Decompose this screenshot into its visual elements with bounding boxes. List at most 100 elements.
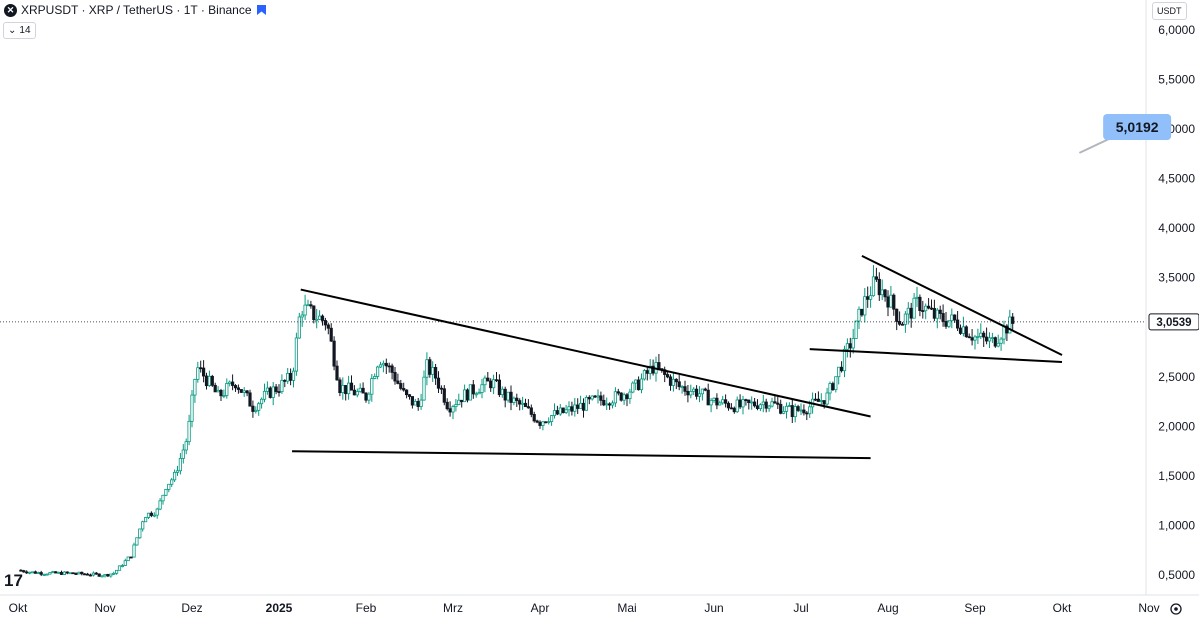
- candle-body: [732, 407, 736, 413]
- candle-body: [741, 399, 745, 408]
- candle-body: [277, 391, 281, 393]
- candle-body: [758, 404, 763, 409]
- candle-body: [938, 309, 942, 314]
- candle-body: [361, 387, 365, 394]
- target-price-box[interactable]: [1103, 114, 1172, 141]
- candle-body: [25, 571, 29, 574]
- candle-body: [228, 381, 232, 384]
- candle-body: [535, 420, 539, 423]
- candle-body: [958, 327, 963, 334]
- candle-body: [222, 395, 226, 397]
- candle-body: [364, 392, 368, 401]
- candle-body: [744, 399, 748, 402]
- candle-body: [947, 320, 951, 327]
- candle-body: [529, 407, 533, 415]
- candle-body: [367, 393, 371, 401]
- candle-body: [915, 296, 919, 299]
- candle-body: [312, 305, 316, 321]
- price-tick-label: 6,0000: [1158, 23, 1195, 37]
- candle-body: [692, 388, 696, 392]
- candle-body: [541, 421, 545, 426]
- candle-body: [381, 362, 386, 366]
- candle-body: [709, 399, 713, 406]
- candle-body: [671, 378, 676, 386]
- candle-body: [407, 394, 412, 397]
- time-tick-label: Mai: [617, 601, 636, 615]
- time-tick-label: Sep: [964, 601, 986, 615]
- currency-label[interactable]: USDT: [1152, 2, 1187, 20]
- candle-body: [706, 389, 710, 406]
- upper-trend-line-1[interactable]: [300, 288, 871, 418]
- candle-body: [729, 407, 734, 410]
- candle-body: [489, 380, 493, 389]
- candle-body: [86, 573, 90, 576]
- candle-body: [666, 374, 670, 378]
- candle-body: [271, 386, 275, 398]
- candle-body: [262, 390, 267, 400]
- time-tick-label: Nov: [1138, 601, 1159, 615]
- candle-body: [317, 315, 322, 320]
- price-tick-label: 1,0000: [1158, 519, 1195, 533]
- candle-body: [103, 574, 107, 577]
- xrp-symbol-icon: ✕: [4, 3, 17, 17]
- candle-body: [927, 305, 931, 309]
- last-price-label: 3,0539: [1156, 317, 1191, 329]
- candle-body: [996, 342, 1000, 347]
- candle-body: [245, 390, 249, 394]
- candle-body: [428, 359, 432, 375]
- candle-body: [329, 327, 333, 342]
- candle-body: [564, 409, 568, 413]
- candle-body: [178, 457, 182, 472]
- candle-body: [465, 389, 470, 401]
- candle-body: [596, 395, 600, 398]
- flag-icon[interactable]: [256, 4, 267, 16]
- candle-body: [100, 575, 104, 578]
- candle-body: [532, 414, 536, 422]
- candle-body: [628, 391, 632, 400]
- candle-body: [97, 573, 101, 577]
- candle-body: [538, 421, 542, 426]
- candle-body: [695, 388, 699, 397]
- symbol-title[interactable]: XRPUSDT · XRP / TetherUS · 1T · Binance: [21, 3, 252, 17]
- candle-body: [338, 379, 342, 394]
- candle-body: [91, 572, 95, 576]
- chevron-down-icon[interactable]: ⌄: [8, 25, 17, 36]
- tradingview-logo[interactable]: 17: [4, 571, 23, 590]
- indicator-chip[interactable]: ⌄ 14: [3, 22, 36, 39]
- candle-body: [808, 406, 812, 415]
- candle-body: [196, 367, 200, 380]
- candle-body: [605, 403, 609, 406]
- candle-body: [251, 405, 255, 412]
- candle-body: [747, 399, 751, 404]
- candle-body: [433, 367, 438, 379]
- candle-body: [468, 384, 473, 401]
- candle-body: [869, 295, 873, 300]
- candle-body: [129, 556, 133, 559]
- candle-body: [378, 364, 383, 368]
- settings-icon[interactable]: [1168, 601, 1184, 617]
- candle-body: [683, 386, 687, 392]
- candle-body: [935, 309, 939, 319]
- candle-body: [941, 313, 945, 322]
- candle-body: [1005, 325, 1009, 334]
- price-tick-label: 4,0000: [1158, 221, 1195, 235]
- candle-body: [750, 401, 754, 404]
- candle-body: [149, 512, 153, 516]
- candle-body: [480, 384, 484, 393]
- candle-body: [828, 383, 832, 394]
- candle-body: [431, 367, 435, 375]
- lower-support-line-1[interactable]: [292, 450, 871, 460]
- candle-body: [993, 337, 997, 347]
- lower-support-line-2[interactable]: [809, 348, 1063, 363]
- candle-body: [999, 338, 1003, 344]
- candle-body: [187, 420, 191, 443]
- candle-body: [370, 378, 374, 395]
- upper-trend-line-2[interactable]: [861, 254, 1063, 356]
- candle-body: [851, 338, 855, 349]
- candle-body: [874, 276, 879, 280]
- candle-body: [854, 320, 858, 339]
- candle-body: [358, 387, 362, 392]
- time-tick-label: Feb: [356, 601, 377, 615]
- candle-body: [805, 412, 809, 415]
